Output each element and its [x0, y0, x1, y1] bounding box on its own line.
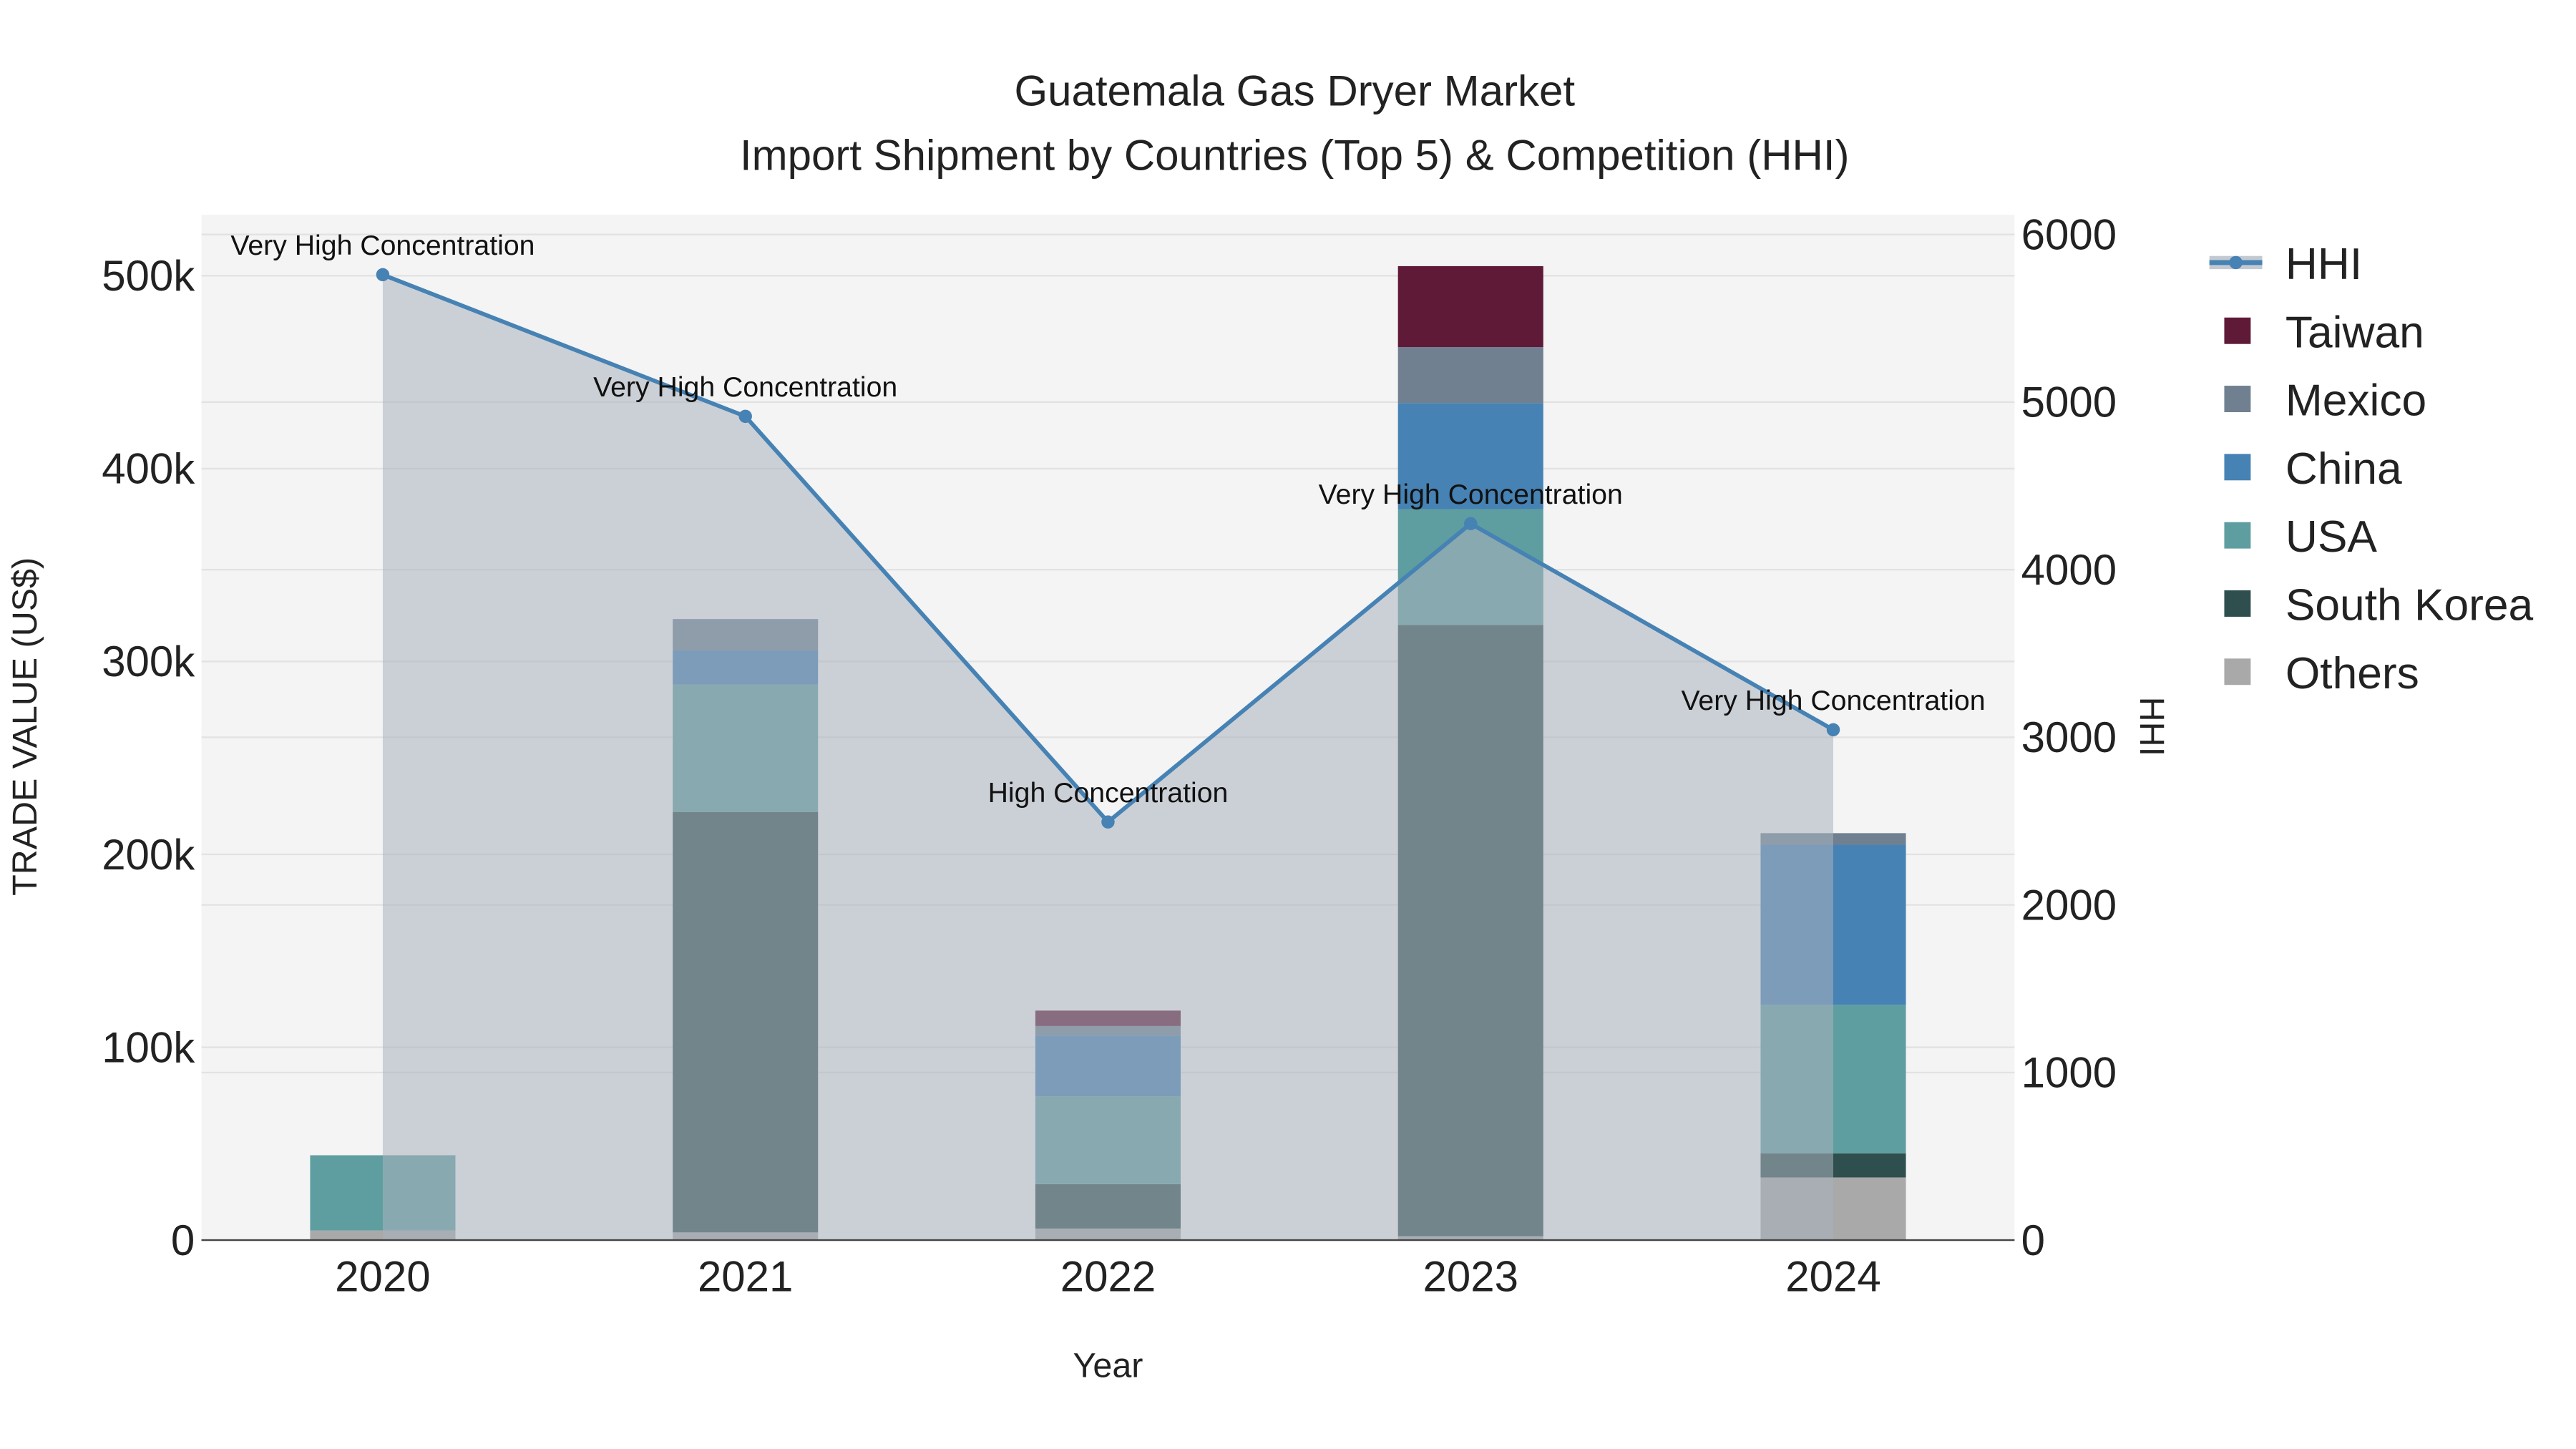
legend-swatch-others: [2224, 658, 2251, 686]
hhi-area: [382, 274, 1833, 1241]
hhi-point: [1826, 723, 1840, 737]
legend-label: Others: [2285, 649, 2419, 698]
bar-taiwan: [1397, 265, 1543, 348]
bar-mexico: [1397, 347, 1543, 404]
y-tick-label: 400k: [102, 445, 195, 493]
y-axis-label: TRADE VALUE (US$): [6, 557, 44, 896]
axes: 0 100k 200k 300k 400k 500k 0 1000 2000 3000 4000 50…: [102, 210, 2117, 1300]
legend-swatch-south-korea: [2224, 590, 2251, 617]
y2-tick-label: 1000: [2021, 1049, 2117, 1097]
hhi-annotation: Very High Concentration: [230, 230, 535, 261]
y2-tick-label: 2000: [2021, 881, 2117, 929]
y2-tick-label: 6000: [2021, 210, 2117, 258]
y2-tick-label: 5000: [2021, 379, 2117, 426]
legend-label: Taiwan: [2285, 308, 2424, 357]
legend-swatch-china: [2224, 454, 2251, 481]
hhi-annotation: Very High Concentration: [1319, 479, 1623, 510]
hhi-annotation: Very High Concentration: [593, 371, 897, 403]
bar-china: [1397, 403, 1543, 509]
y2-axis-label: HHI: [2132, 697, 2171, 756]
legend-swatch-usa: [2224, 522, 2251, 549]
x-tick-label: 2021: [698, 1253, 793, 1301]
legend-swatch-mexico: [2224, 386, 2251, 412]
x-tick-label: 2023: [1423, 1253, 1518, 1301]
y2-tick-label: 0: [2021, 1216, 2045, 1264]
y2-tick-label: 4000: [2021, 546, 2117, 594]
hhi-series: Very High Concentration Very High Concent…: [230, 230, 1986, 1241]
hhi-annotation: High Concentration: [988, 777, 1229, 809]
hhi-point: [738, 409, 752, 424]
legend-swatch-taiwan: [2224, 317, 2251, 344]
x-tick-label: 2022: [1060, 1253, 1156, 1301]
legend-label: HHI: [2285, 240, 2362, 289]
y2-tick-label: 3000: [2021, 713, 2117, 761]
chart-subtitle: Import Shipment by Countries (Top 5) & C…: [740, 132, 1850, 180]
y-tick-label: 300k: [102, 638, 195, 686]
hhi-point: [1464, 517, 1478, 530]
x-tick-label: 2024: [1785, 1253, 1880, 1301]
hhi-point: [1101, 815, 1115, 829]
legend-swatch-hhi-marker: [2229, 255, 2243, 270]
x-axis-label: Year: [1073, 1347, 1143, 1385]
legend: HHI Taiwan Mexico China USA South Korea Others: [2209, 240, 2534, 698]
y-tick-label: 100k: [102, 1023, 195, 1071]
x-tick-label: 2020: [335, 1253, 430, 1301]
legend-label: China: [2285, 444, 2402, 494]
legend-label: South Korea: [2285, 581, 2534, 630]
y-tick-label: 200k: [102, 831, 195, 879]
chart-title: Guatemala Gas Dryer Market: [1014, 67, 1575, 115]
y-tick-label: 0: [171, 1216, 195, 1264]
hhi-annotation: Very High Concentration: [1681, 685, 1985, 716]
legend-label: Mexico: [2285, 376, 2426, 426]
y-tick-label: 500k: [102, 252, 195, 300]
hhi-point: [376, 268, 390, 282]
legend-label: USA: [2285, 512, 2378, 562]
